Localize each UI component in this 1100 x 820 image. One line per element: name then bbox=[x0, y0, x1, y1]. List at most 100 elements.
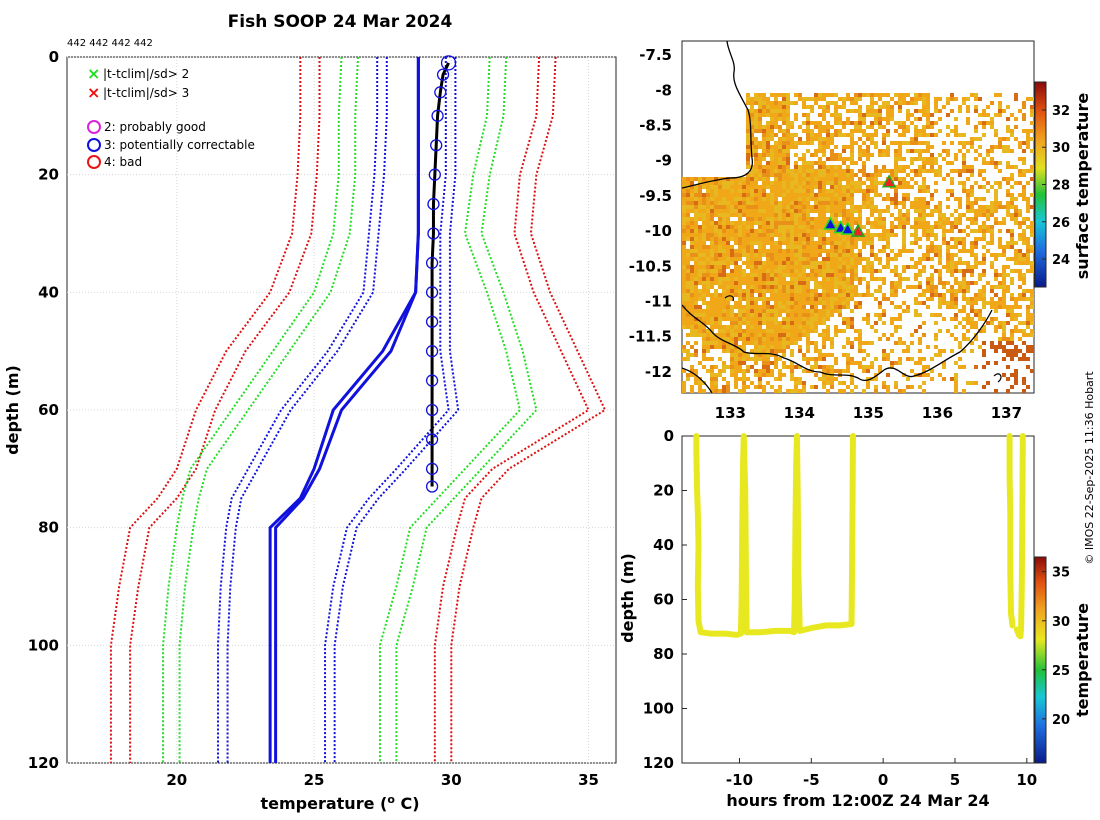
sst-cell bbox=[806, 213, 810, 217]
sst-cell bbox=[746, 285, 750, 289]
sst-cell bbox=[906, 377, 910, 381]
sst-cell bbox=[1006, 321, 1010, 325]
sst-cell bbox=[826, 265, 830, 269]
sst-cell bbox=[706, 193, 710, 197]
sst-cell bbox=[702, 293, 706, 297]
sst-cell bbox=[818, 149, 822, 153]
sst-cell bbox=[978, 113, 982, 117]
sst-cell bbox=[734, 177, 738, 181]
sst-cell bbox=[710, 273, 714, 277]
sst-cell bbox=[738, 301, 742, 305]
sst-cell bbox=[902, 201, 906, 205]
sst-cell bbox=[926, 105, 930, 109]
sst-cell bbox=[1002, 177, 1006, 181]
sst-cell bbox=[834, 205, 838, 209]
sst-cell bbox=[714, 373, 718, 377]
sst-cell bbox=[694, 341, 698, 345]
sst-cell bbox=[742, 297, 746, 301]
sst-cell bbox=[902, 277, 906, 281]
sst-cell bbox=[854, 141, 858, 145]
sst-cell bbox=[950, 297, 954, 301]
sst-cell bbox=[794, 161, 798, 165]
sst-cell bbox=[786, 129, 790, 133]
sst-cell bbox=[782, 225, 786, 229]
sst-cell bbox=[962, 289, 966, 293]
sst-cell bbox=[814, 293, 818, 297]
sst-cell bbox=[918, 225, 922, 229]
sst-cell bbox=[742, 329, 746, 333]
sst-cell bbox=[978, 229, 982, 233]
sst-cell bbox=[914, 225, 918, 229]
sst-cell bbox=[774, 133, 778, 137]
sst-cell bbox=[894, 169, 898, 173]
sst-cell bbox=[742, 197, 746, 201]
sst-cell bbox=[842, 217, 846, 221]
sst-cell bbox=[802, 105, 806, 109]
sst-cell bbox=[906, 193, 910, 197]
sst-cell bbox=[706, 301, 710, 305]
sst-cell bbox=[870, 361, 874, 365]
sst-cell bbox=[926, 373, 930, 377]
sst-cell bbox=[890, 197, 894, 201]
sst-cell bbox=[874, 189, 878, 193]
sst-cell bbox=[942, 177, 946, 181]
sst-cell bbox=[782, 93, 786, 97]
sst-cell bbox=[1018, 273, 1022, 277]
sst-cell bbox=[802, 225, 806, 229]
sst-cell bbox=[734, 181, 738, 185]
sst-cell bbox=[994, 273, 998, 277]
sst-cell bbox=[746, 385, 750, 389]
sst-cell bbox=[962, 141, 966, 145]
sst-cell bbox=[794, 225, 798, 229]
sst-cell bbox=[750, 241, 754, 245]
sst-cell bbox=[838, 245, 842, 249]
sst-cell bbox=[706, 321, 710, 325]
sst-cell bbox=[802, 249, 806, 253]
sst-cell bbox=[1022, 185, 1026, 189]
sst-cell bbox=[794, 325, 798, 329]
sst-cell bbox=[686, 205, 690, 209]
sst-cell bbox=[858, 117, 862, 121]
sst-cell bbox=[738, 309, 742, 313]
sst-cell bbox=[750, 257, 754, 261]
sst-cell bbox=[762, 385, 766, 389]
sst-cell bbox=[930, 113, 934, 117]
sst-cell bbox=[982, 261, 986, 265]
sst-cell bbox=[842, 233, 846, 237]
sst-cell bbox=[790, 333, 794, 337]
sst-cell bbox=[730, 325, 734, 329]
sst-cell bbox=[710, 321, 714, 325]
sst-cell bbox=[842, 121, 846, 125]
sst-cell bbox=[818, 205, 822, 209]
sst-cell bbox=[738, 337, 742, 341]
sst-cell bbox=[822, 261, 826, 265]
sst-cell bbox=[838, 169, 842, 173]
sst-cell bbox=[990, 301, 994, 305]
sst-cell bbox=[862, 193, 866, 197]
sst-cell bbox=[798, 137, 802, 141]
sst-cell bbox=[766, 169, 770, 173]
sst-cell bbox=[954, 237, 958, 241]
sst-cell bbox=[714, 317, 718, 321]
sst-cell bbox=[814, 265, 818, 269]
sst-cell bbox=[766, 281, 770, 285]
sst-cell bbox=[838, 241, 842, 245]
sst-cell bbox=[698, 273, 702, 277]
sst-cell bbox=[858, 153, 862, 157]
sst-cell bbox=[1030, 121, 1034, 125]
sst-cell bbox=[722, 213, 726, 217]
sst-cell bbox=[786, 109, 790, 113]
sst-cell bbox=[898, 177, 902, 181]
sst-cell bbox=[754, 157, 758, 161]
sst-cell bbox=[822, 129, 826, 133]
sst-cell bbox=[822, 329, 826, 333]
sst-cell bbox=[778, 289, 782, 293]
sst-cell bbox=[846, 217, 850, 221]
sst-cell bbox=[918, 165, 922, 169]
sst-cell bbox=[786, 221, 790, 225]
sst-cell bbox=[1018, 157, 1022, 161]
sst-cell bbox=[934, 173, 938, 177]
sst-cell bbox=[718, 261, 722, 265]
sst-cell bbox=[834, 221, 838, 225]
sst-cell bbox=[954, 301, 958, 305]
